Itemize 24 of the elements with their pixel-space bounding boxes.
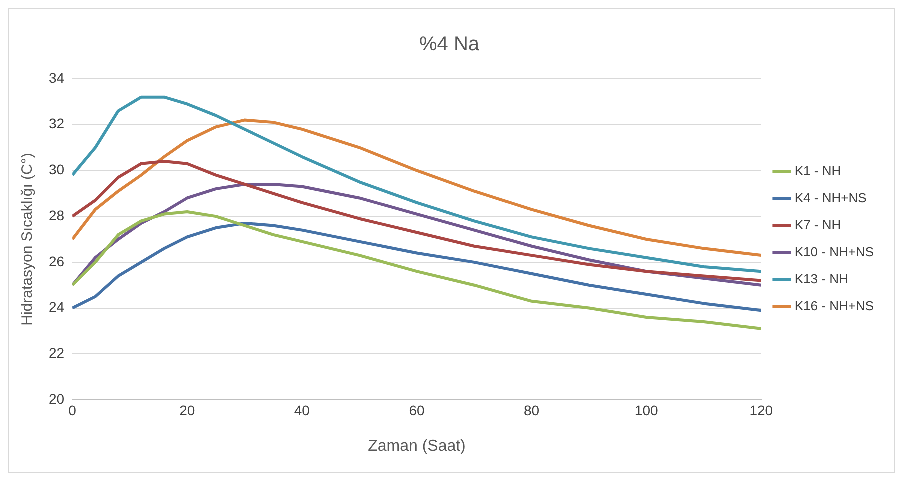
legend-label: K10 - NH+NS (794, 244, 874, 260)
y-tick-label: 30 (48, 162, 65, 178)
legend-label: K7 - NH (794, 218, 842, 233)
x-tick-label: 100 (634, 402, 658, 418)
y-axis-title: Hidratasyon Sıcaklığı (C°) (19, 153, 36, 326)
chart-title: %4 Na (419, 34, 480, 56)
y-tick-label: 34 (48, 70, 65, 86)
y-tick-label: 32 (48, 116, 65, 132)
x-tick-label: 80 (524, 402, 540, 418)
y-tick-label: 28 (48, 207, 65, 224)
x-tick-label: 120 (750, 402, 774, 418)
x-tick-label: 20 (180, 402, 196, 418)
x-tick-label: 60 (409, 402, 425, 418)
y-tick-label: 24 (48, 299, 65, 316)
legend-label: K1 - NH (794, 164, 842, 179)
x-tick-label: 0 (68, 402, 77, 418)
y-tick-label: 26 (48, 253, 65, 270)
y-tick-label: 22 (48, 345, 65, 361)
y-tick-label: 20 (48, 390, 65, 407)
x-tick-label: 40 (294, 402, 310, 418)
legend-label: K4 - NH+NS (794, 190, 868, 206)
legend-label: K13 - NH (794, 272, 848, 287)
legend-label: K16 - NH+NS (794, 298, 874, 314)
x-axis-title: Zaman (Saat) (368, 438, 466, 455)
